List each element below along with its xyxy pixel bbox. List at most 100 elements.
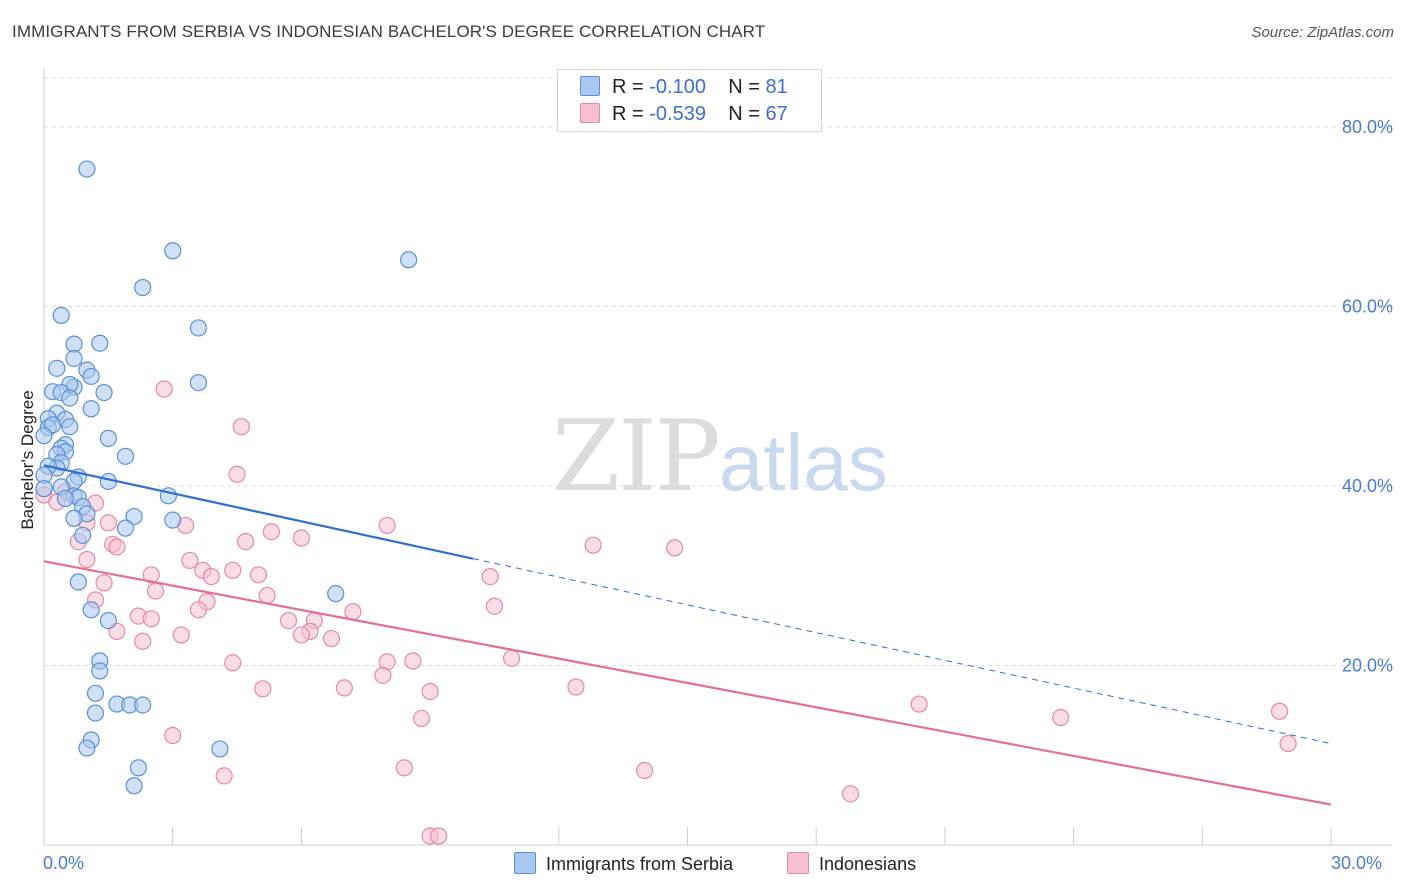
serbia-point [125,507,143,526]
serbia-point [61,418,79,436]
serbia-point [99,611,117,630]
indonesians-point [146,582,165,600]
indonesians-point [344,603,362,621]
serbia-point [35,480,53,498]
serbia-point [35,427,53,445]
serbia-point [56,489,75,508]
indonesians-point [202,568,220,586]
indonesians-point [258,586,276,605]
indonesians-point [292,626,310,644]
serbia-point [164,511,182,529]
axes [43,68,1392,846]
bottom-serbia-label: Immigrants from Serbia [546,854,734,874]
indonesians-point [181,551,199,570]
bottom-serbia-swatch [514,852,536,874]
grid-lines [44,77,1392,666]
indonesians-point [335,679,353,697]
indonesians-point [322,629,341,648]
serbia-n-value: 81 [765,76,788,98]
serbia-point [189,319,208,337]
serbia-point [48,359,66,377]
serbia-point [82,400,100,418]
indonesians-point [224,561,242,579]
y-tick-label: 20.0% [1342,655,1393,675]
serbia-point [91,334,109,352]
indonesians-point [503,649,521,667]
serbia-point [129,759,147,777]
serbia-point [86,684,105,702]
indonesians-r-label: R = [612,103,644,125]
indonesians-point [666,539,684,557]
indonesians-point [172,626,190,644]
indonesians-point [404,652,422,670]
indonesians-point [224,654,242,672]
serbia-point [52,306,70,324]
serbia-point [74,526,92,544]
serbia-point [400,251,418,269]
indonesians-r-value: -0.539 [649,103,706,125]
y-tick-label: 60.0% [1342,296,1393,316]
indonesians-point [841,785,860,803]
serbia-trend-extension [472,558,1332,745]
indonesians-n-label: N = [728,103,760,125]
serbia-swatch [580,76,600,96]
y-tick-label: 40.0% [1342,476,1393,496]
serbia-point [69,573,87,591]
watermark-zip: ZIP [552,400,721,514]
serbia-point [189,374,208,392]
watermark-atlas: atlas [718,418,888,507]
indonesians-point [1279,734,1297,753]
serbia-r-label: R = [612,76,644,98]
indonesians-point [95,574,113,592]
indonesians-point [1052,708,1070,727]
bottom-indonesians-swatch [787,852,809,874]
serbia-point [78,160,96,178]
indonesians-point [164,726,182,745]
serbia-point [211,740,229,758]
indonesians-point [279,611,298,630]
indonesians-swatch [580,103,600,123]
indonesians-point [262,523,280,541]
serbia-trend-line [43,464,474,560]
bottom-indonesians-label: Indonesians [819,854,917,874]
serbia-r-value: -0.100 [649,76,706,98]
axis-labels: 0.0% 30.0% Bachelor's Degree 20.0% 40.0% 6… [18,117,1393,873]
indonesians-point [292,529,310,547]
indonesians-point [99,514,117,532]
y-axis-label: Bachelor's Degree [18,390,37,529]
indonesians-point [584,536,602,554]
indonesians-point [232,418,250,436]
indonesians-point [142,566,160,584]
source-label: Source: ZipAtlas.com [1251,24,1394,41]
legend-row-indonesians: R = -0.539 N = 67 [580,103,788,127]
serbia-point [134,278,152,297]
serbia-point [327,585,345,603]
indonesians-points [35,380,1297,845]
indonesians-point [215,767,233,785]
serbia-point [116,519,135,537]
indonesians-point [254,680,272,698]
indonesians-point [378,516,396,535]
indonesians-point [134,632,152,650]
serbia-point [125,777,143,795]
indonesians-point [237,532,255,551]
serbia-point [99,429,117,447]
chart-title: IMMIGRANTS FROM SERBIA VS INDONESIAN BAC… [12,22,766,41]
serbia-point [116,447,135,465]
indonesians-point [249,566,268,584]
indonesians-point [155,380,173,398]
indonesians-point [481,568,499,586]
indonesians-point [1270,702,1289,720]
indonesians-point [430,827,448,845]
indonesians-point [485,597,504,615]
indonesians-trend-line [43,560,1332,806]
serbia-point [82,367,100,386]
indonesians-point [108,538,126,556]
legend-row-serbia: R = -0.100 N = 81 [580,76,788,100]
y-tick-label: 80.0% [1342,117,1393,137]
indonesians-point [412,709,431,728]
indonesians-point [421,682,439,701]
watermark: ZIPatlas [552,400,888,514]
indonesians-point [910,695,928,713]
